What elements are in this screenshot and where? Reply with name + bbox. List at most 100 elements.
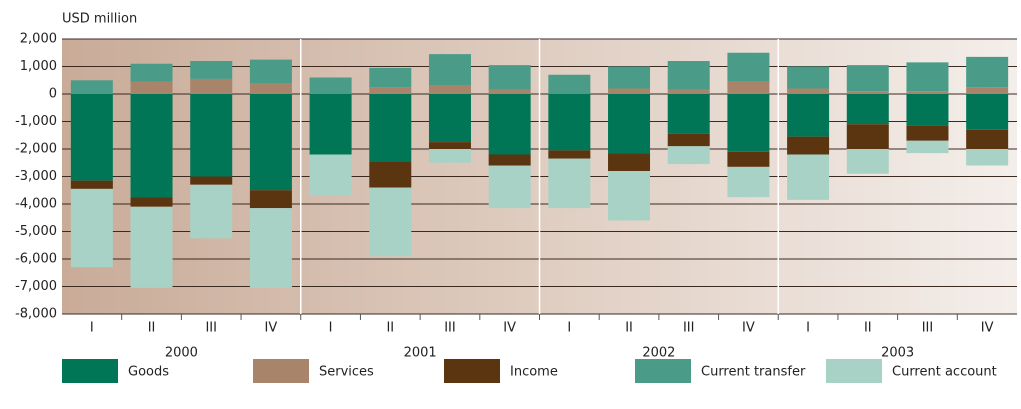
x-tick-label: I (90, 321, 94, 336)
bar-segment (488, 94, 531, 155)
bar-segment (787, 66, 830, 89)
bar-segment (608, 66, 651, 89)
bar-segment (966, 56, 1009, 88)
bar-segment (906, 62, 949, 92)
legend-swatch (253, 359, 309, 383)
bar-segment (309, 94, 352, 155)
bar-segment (906, 94, 949, 126)
bar-segment (787, 136, 830, 155)
bar-segment (309, 77, 352, 94)
bar-segment (488, 165, 531, 209)
x-tick-label: II (386, 321, 394, 336)
x-tick-label: IV (265, 321, 278, 336)
bar-segment (667, 133, 710, 147)
legend-swatch (444, 359, 500, 383)
x-tick-label: III (205, 321, 217, 336)
y-tick-label: -5,000 (15, 224, 57, 239)
bar-segment (369, 187, 412, 257)
bar-segment (249, 83, 292, 94)
bar-segment (906, 140, 949, 154)
x-tick-label: II (864, 321, 872, 336)
bar-segment (249, 190, 292, 209)
bar-segment (548, 94, 591, 151)
bar-segment (428, 85, 471, 94)
y-tick-label: -7,000 (15, 279, 57, 294)
y-tick-label: -2,000 (15, 142, 57, 157)
bar-segment (667, 89, 710, 94)
bar-segment (249, 59, 292, 83)
y-tick-label: -3,000 (15, 169, 57, 184)
bar-segment (369, 67, 412, 88)
bar-segment (667, 61, 710, 90)
y-tick-label: 0 (49, 87, 57, 102)
bar-segment (130, 197, 173, 207)
x-tick-label: III (683, 321, 695, 336)
bar-segment (667, 94, 710, 134)
legend-label: Current account (892, 365, 997, 380)
bar-segment (428, 142, 471, 149)
bar-segment (190, 61, 233, 79)
bar-segment (70, 188, 113, 268)
bar-segment (428, 94, 471, 143)
x-tick-label: IV (742, 321, 755, 336)
legend-swatch (826, 359, 882, 383)
x-tick-label: III (444, 321, 456, 336)
x-tick-label: II (148, 321, 156, 336)
bar-segment (966, 94, 1009, 130)
bar-segment (428, 149, 471, 163)
bar-segment (548, 74, 591, 94)
bar-segment (727, 166, 770, 198)
year-label: 2000 (165, 346, 198, 361)
bar-segment (190, 78, 233, 94)
y-tick-label: 2,000 (20, 32, 57, 47)
bar-segment (846, 124, 889, 149)
year-label: 2003 (881, 346, 914, 361)
bar-segment (727, 81, 770, 94)
bar-segment (966, 149, 1009, 166)
bar-segment (787, 154, 830, 200)
bar-segment (130, 206, 173, 288)
x-tick-label: I (806, 321, 810, 336)
bar-segment (966, 129, 1009, 149)
y-tick-label: 1,000 (20, 59, 57, 74)
bar-segment (488, 154, 531, 166)
bar-segment (727, 94, 770, 152)
bar-segment (190, 94, 233, 177)
bar-segment (130, 81, 173, 94)
legend-swatch (62, 359, 118, 383)
y-tick-label: -4,000 (15, 197, 57, 212)
bar-segment (846, 65, 889, 92)
bar-segment (309, 154, 352, 196)
bar-segment (190, 176, 233, 185)
y-tick-label: -1,000 (15, 114, 57, 129)
bar-segment (548, 150, 591, 159)
bar-segment (488, 65, 531, 90)
bar-segment (249, 208, 292, 288)
legend-label: Goods (128, 365, 169, 380)
bar-segment (70, 180, 113, 189)
bar-segment (608, 94, 651, 154)
bar-segment (70, 80, 113, 94)
bar-segment (906, 125, 949, 141)
legend-swatch (635, 359, 691, 383)
bar-segment (190, 184, 233, 239)
bar-segment (428, 54, 471, 86)
bar-segment (608, 171, 651, 221)
x-tick-label: I (329, 321, 333, 336)
bar-segment (548, 158, 591, 209)
x-tick-label: III (922, 321, 934, 336)
bar-segment (787, 88, 830, 94)
bar-segment (727, 52, 770, 82)
bar-segment (846, 91, 889, 94)
bar-segment (130, 94, 173, 198)
bar-segment (787, 94, 830, 137)
year-label: 2001 (404, 346, 437, 361)
bar-segment (70, 94, 113, 181)
bar-segment (488, 89, 531, 94)
legend-label: Income (510, 365, 558, 380)
bar-segment (249, 94, 292, 191)
bar-segment (846, 94, 889, 125)
bar-segment (608, 153, 651, 171)
x-tick-label: II (625, 321, 633, 336)
